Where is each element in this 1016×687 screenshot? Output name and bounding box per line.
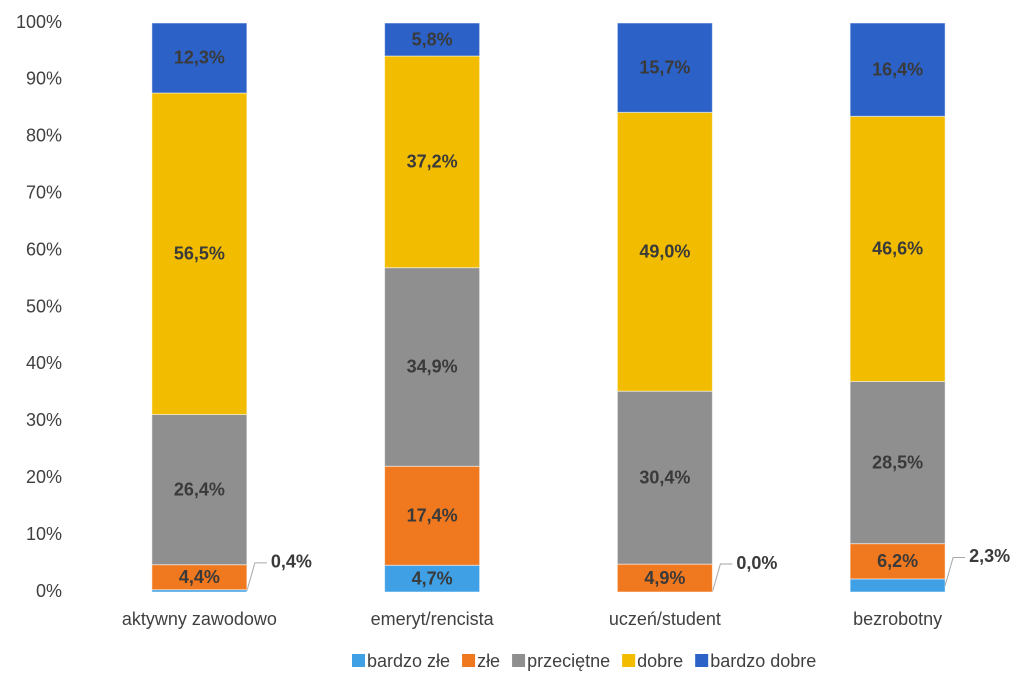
data-label: 0,4%	[271, 552, 312, 572]
data-label: 12,3%	[174, 48, 225, 68]
bar-segment	[849, 22, 946, 117]
bar-segment	[849, 115, 946, 382]
x-tick-label: emeryt/rencista	[371, 609, 495, 629]
bar-segment	[384, 22, 481, 57]
bar-segment	[384, 465, 481, 566]
y-tick-label: 70%	[26, 182, 62, 202]
bar-segment	[151, 22, 248, 94]
data-label: 30,4%	[639, 467, 690, 487]
x-tick-label: uczeń/student	[609, 609, 721, 629]
data-label: 46,6%	[872, 239, 923, 259]
y-tick-label: 100%	[16, 12, 62, 32]
leader-line	[711, 563, 733, 593]
bar-segment	[849, 578, 946, 593]
legend-label: złe	[477, 651, 500, 671]
data-label: 49,0%	[639, 241, 690, 261]
y-tick-label: 0%	[36, 581, 62, 601]
y-tick-label: 80%	[26, 126, 62, 146]
data-label: 6,2%	[877, 551, 918, 571]
legend-label: przeciętne	[527, 651, 610, 671]
data-label: 4,9%	[644, 568, 685, 588]
bar-segment	[849, 380, 946, 545]
y-tick-label: 60%	[26, 239, 62, 259]
data-label: 5,8%	[412, 29, 453, 49]
legend-swatch	[512, 654, 526, 667]
y-tick-label: 40%	[26, 353, 62, 373]
legend-swatch	[622, 654, 636, 667]
y-tick-label: 30%	[26, 410, 62, 430]
data-label: 26,4%	[174, 479, 225, 499]
legend-swatch	[352, 654, 365, 667]
data-label: 4,7%	[412, 568, 453, 588]
legend-swatch	[695, 654, 709, 667]
legend-label: bardzo złe	[367, 651, 450, 671]
bar-segment	[151, 413, 248, 566]
legend-swatch	[462, 654, 476, 667]
bar-segment	[616, 111, 713, 392]
data-label: 56,5%	[174, 243, 225, 263]
bar-segment	[849, 543, 946, 580]
leader-line	[944, 556, 966, 586]
bar-segment	[151, 92, 248, 415]
y-tick-label: 50%	[26, 296, 62, 316]
data-label: 0,0%	[736, 553, 777, 573]
data-label: 16,4%	[872, 59, 923, 79]
y-tick-label: 10%	[26, 524, 62, 544]
bar-segment	[616, 390, 713, 565]
y-tick-label: 20%	[26, 467, 62, 487]
legend-label: bardzo dobre	[710, 651, 816, 671]
bar-segment	[384, 55, 481, 269]
x-tick-label: bezrobotny	[853, 609, 942, 629]
leader-line	[246, 562, 267, 591]
x-tick-label: aktywny zawodowo	[122, 609, 277, 629]
bar-segment	[384, 267, 481, 467]
bar-segment	[616, 22, 713, 113]
data-label: 17,4%	[407, 506, 458, 526]
legend-label: dobre	[637, 651, 683, 671]
data-label: 28,5%	[872, 452, 923, 472]
data-label: 2,3%	[969, 546, 1010, 566]
y-tick-label: 90%	[26, 69, 62, 89]
data-label: 34,9%	[407, 357, 458, 377]
data-label: 37,2%	[407, 152, 458, 172]
data-label: 4,4%	[179, 567, 220, 587]
data-label: 15,7%	[639, 57, 690, 77]
